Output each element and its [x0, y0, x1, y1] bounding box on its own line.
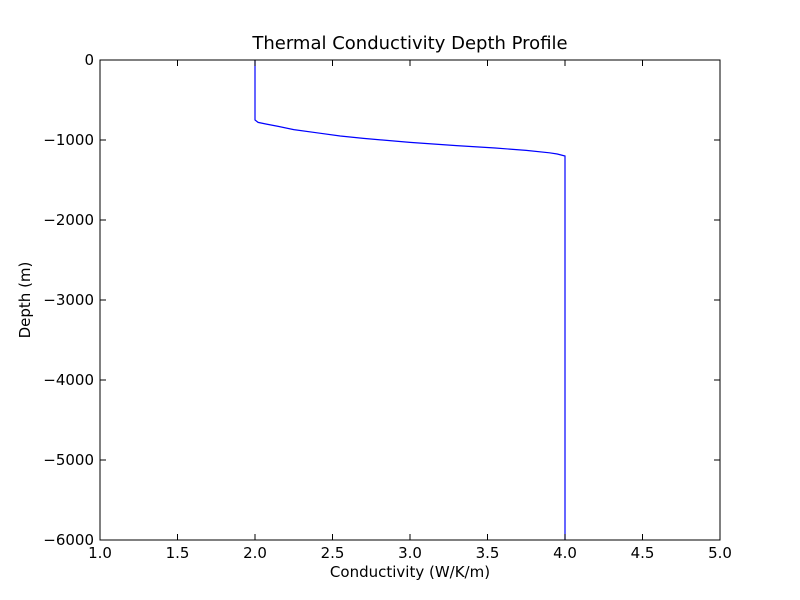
y-tick-label: −5000 — [43, 451, 94, 469]
x-tick-label: 1.5 — [166, 544, 190, 562]
y-axis-ticks: 0 −1000 −2000 −3000 −4000 −5000 −6000 — [43, 51, 720, 549]
x-tick-label: 3.5 — [476, 544, 500, 562]
x-tick-label: 4.0 — [553, 544, 577, 562]
y-tick-label: −3000 — [43, 291, 94, 309]
y-axis-label: Depth (m) — [16, 262, 34, 339]
series-layer — [254, 60, 566, 540]
x-tick-label: 3.0 — [398, 544, 422, 562]
x-axis-label: Conductivity (W/K/m) — [330, 563, 490, 581]
plot-background — [100, 60, 720, 540]
y-tick-label: −2000 — [43, 211, 94, 229]
x-axis-ticks: 1.0 1.5 2.0 2.5 3.0 3.5 4.0 4.5 5.0 — [88, 60, 732, 562]
chart-title: Thermal Conductivity Depth Profile — [251, 33, 567, 54]
y-tick-label: −1000 — [43, 131, 94, 149]
y-tick-label: 0 — [84, 51, 94, 69]
y-tick-label: −4000 — [43, 371, 94, 389]
series-line-0 — [254, 60, 566, 540]
x-tick-label: 5.0 — [708, 544, 732, 562]
x-tick-label: 2.5 — [321, 544, 345, 562]
x-tick-label: 1.0 — [88, 544, 112, 562]
plot-area — [99, 59, 721, 541]
y-tick-label: −6000 — [43, 531, 94, 549]
x-tick-label: 4.5 — [631, 544, 655, 562]
x-tick-label: 2.0 — [243, 544, 267, 562]
